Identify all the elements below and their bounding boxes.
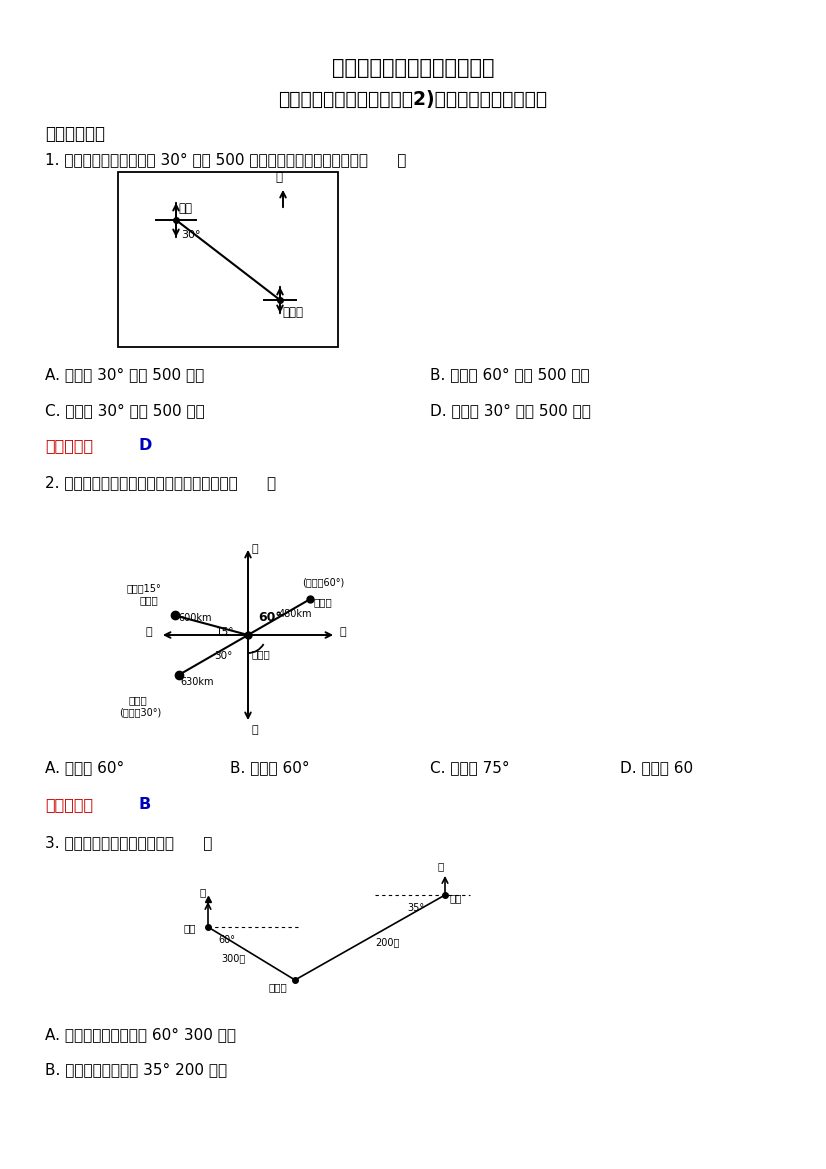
Bar [118,172,338,347]
Text: 新苏教版小学数学六年级下册: 新苏教版小学数学六年级下册 [332,58,494,78]
Text: 60°: 60° [258,611,282,624]
Text: 小红家: 小红家 [268,982,287,992]
Text: 北: 北 [276,171,282,184]
Text: B. 南偏东 60° 方向 500 米处: B. 南偏东 60° 方向 500 米处 [430,367,590,382]
Text: B: B [138,797,150,812]
Text: (西偏南30°): (西偏南30°) [119,707,161,717]
Text: 《用方向和距离确定位置（2)》同步练习及参考答案: 《用方向和距离确定位置（2)》同步练习及参考答案 [278,90,548,109]
Text: 630km: 630km [181,677,214,687]
Text: 鱼雷艇: 鱼雷艇 [313,597,332,607]
Text: (北偏东60°): (北偏东60°) [302,577,344,587]
Text: 北: 北 [200,887,206,897]
Text: 剧院: 剧院 [178,202,192,215]
Text: 远洋舰: 远洋舰 [140,595,159,606]
Text: 15°: 15° [216,627,235,637]
Text: D. 西偏北 30° 方向 500 米处: D. 西偏北 30° 方向 500 米处 [430,403,591,419]
Text: 雷达站: 雷达站 [252,649,271,659]
Text: D. 南偏东 60: D. 南偏东 60 [620,760,693,775]
Text: 西: 西 [146,627,153,637]
Text: B. 北偏东 60°: B. 北偏东 60° [230,760,310,775]
Text: D: D [138,438,151,454]
Text: 北: 北 [251,544,258,554]
Text: 广场: 广场 [183,924,196,933]
Text: A. 东偏南 30° 方向 500 米处: A. 东偏南 30° 方向 500 米处 [45,367,204,382]
Text: 600km: 600km [178,614,212,623]
Text: 2. 如图，以雷达站观测点，鱼雷艇的位置是（      ）: 2. 如图，以雷达站观测点，鱼雷艇的位置是（ ） [45,475,276,490]
Text: 东: 东 [339,627,345,637]
Text: A. 东偏北 60°: A. 东偏北 60° [45,760,124,775]
Text: C. 东偏北 75°: C. 东偏北 75° [430,760,510,775]
Text: 30°: 30° [214,651,232,660]
Text: 北: 北 [438,862,444,871]
Text: 60°: 60° [218,935,235,945]
Text: 30°: 30° [181,230,201,240]
Text: B. 广场在学校南偏东 35° 200 米处: B. 广场在学校南偏东 35° 200 米处 [45,1061,227,1077]
Text: 3. 如图，下面说法正确的是（      ）: 3. 如图，下面说法正确的是（ ） [45,835,212,850]
Text: A. 小红家在广场东偏北 60° 300 米处: A. 小红家在广场东偏北 60° 300 米处 [45,1028,236,1042]
Text: 1. 图书馆在剧院的东偏南 30° 方向 500 米处，那么剧院在图书馆的（      ）: 1. 图书馆在剧院的东偏南 30° 方向 500 米处，那么剧院在图书馆的（ ） [45,152,406,167]
Text: 200米: 200米 [375,938,400,947]
Text: 300米: 300米 [221,953,245,963]
Text: 南: 南 [251,725,258,735]
Text: 护卫舰: 护卫舰 [129,696,148,705]
Text: 图书馆: 图书馆 [282,306,303,319]
Text: 一、选择题。: 一、选择题。 [45,125,105,143]
Text: 学校: 学校 [449,893,462,902]
Text: C. 北偏西 30° 方向 500 米处: C. 北偏西 30° 方向 500 米处 [45,403,205,419]
Text: 35°: 35° [407,902,424,913]
Text: 【答案】：: 【答案】： [45,438,93,454]
Text: 【答案】：: 【答案】： [45,797,93,812]
Text: 480km: 480km [278,609,312,620]
Text: 西偏北15°: 西偏北15° [126,583,161,594]
